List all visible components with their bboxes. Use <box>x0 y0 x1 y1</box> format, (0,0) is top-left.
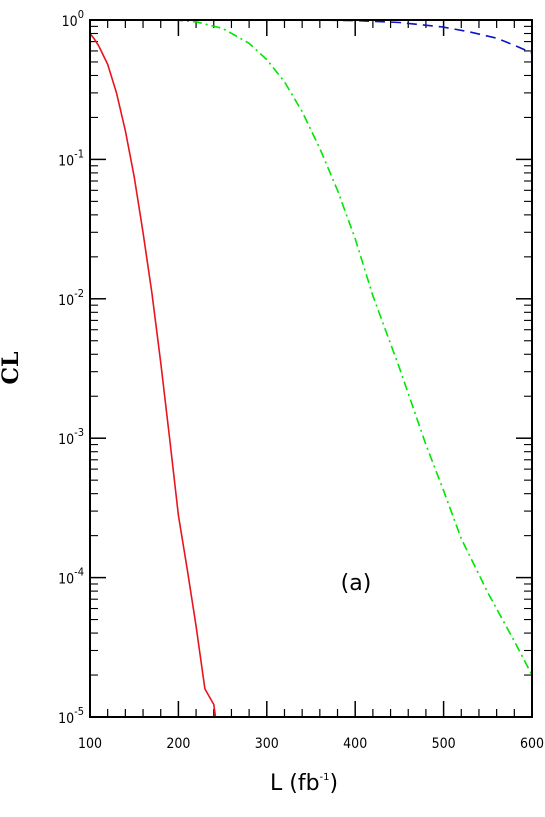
y-tick-label: 10-3 <box>58 426 84 448</box>
x-axis-title: L (fb-1) <box>270 771 338 796</box>
x-tick-labels: 100 200 300 400 500 600 <box>78 736 544 752</box>
panel-annotation: (a) <box>341 571 372 596</box>
y-tick-label: 10-1 <box>58 147 84 169</box>
axis-ticks <box>89 19 533 718</box>
x-tick-label: 100 <box>78 736 102 752</box>
x-tick-label: 600 <box>520 736 544 752</box>
x-tick-label: 400 <box>343 736 367 752</box>
series-line-3 <box>310 19 533 54</box>
x-tick-label: 500 <box>432 736 456 752</box>
y-tick-labels: 100 10-1 10-2 10-3 10-4 10-5 <box>58 8 84 727</box>
series-layer <box>89 19 533 718</box>
series-line-1 <box>89 33 217 718</box>
y-tick-label: 10-4 <box>58 566 84 588</box>
y-tick-label: 10-5 <box>58 705 84 727</box>
y-tick-label: 10-2 <box>58 287 84 309</box>
plot-frame <box>89 19 533 718</box>
y-tick-label: 100 <box>62 8 84 30</box>
series-line-2 <box>173 19 533 676</box>
y-axis-title: CL <box>0 352 24 385</box>
x-tick-label: 200 <box>166 736 190 752</box>
x-tick-label: 300 <box>255 736 279 752</box>
